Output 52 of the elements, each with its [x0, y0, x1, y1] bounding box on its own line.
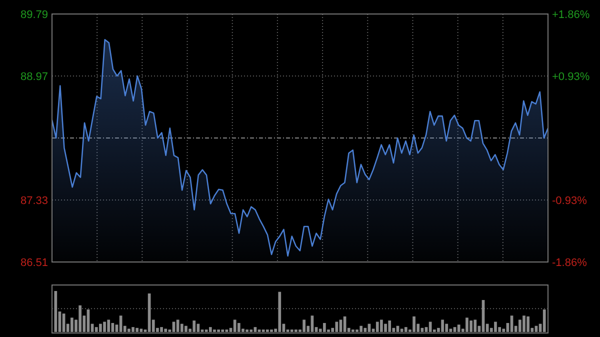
bar: [388, 320, 392, 332]
bar: [54, 291, 58, 332]
y2-tick-label: -1.86%: [552, 256, 588, 269]
bar: [99, 324, 102, 332]
bar: [237, 322, 240, 332]
bar: [111, 322, 114, 332]
bar: [445, 324, 448, 332]
bar: [78, 305, 82, 332]
y-tick-label: 86.51: [20, 256, 48, 269]
bar: [376, 322, 379, 332]
bar: [160, 327, 163, 332]
bar: [128, 328, 130, 332]
bar: [404, 327, 408, 332]
bar: [192, 320, 196, 332]
y-tick-label: 88.97: [20, 70, 48, 83]
bar: [384, 324, 387, 332]
bar: [233, 320, 236, 332]
bar: [518, 320, 522, 332]
bar: [542, 309, 546, 332]
bar: [457, 324, 460, 332]
bar: [466, 318, 468, 332]
bar: [474, 320, 477, 332]
bar: [302, 320, 306, 332]
y-tick-label: 87.33: [20, 194, 48, 207]
bar: [400, 328, 404, 332]
bar: [441, 320, 444, 332]
bar: [470, 320, 472, 332]
bar: [132, 327, 134, 332]
bar: [494, 322, 497, 332]
bar: [412, 316, 416, 332]
bar: [107, 320, 110, 332]
bar: [323, 322, 326, 332]
bar: [184, 326, 188, 332]
bar: [364, 328, 367, 332]
bar: [164, 328, 168, 332]
bar: [360, 326, 363, 332]
y2-tick-label: +1.86%: [552, 8, 590, 21]
y2-tick-label: +0.93%: [552, 70, 590, 83]
bar: [180, 324, 184, 332]
bar: [278, 292, 282, 332]
bar: [335, 322, 338, 332]
bar: [136, 328, 139, 332]
bar: [208, 327, 212, 332]
bar: [380, 320, 383, 332]
bar: [70, 318, 74, 332]
y2-tick-label: -0.93%: [552, 194, 588, 207]
bar: [103, 322, 106, 332]
bar: [140, 328, 143, 332]
y-tick-label: 89.79: [20, 8, 48, 21]
bar: [94, 327, 98, 332]
bar: [526, 316, 530, 332]
bar: [522, 316, 526, 332]
